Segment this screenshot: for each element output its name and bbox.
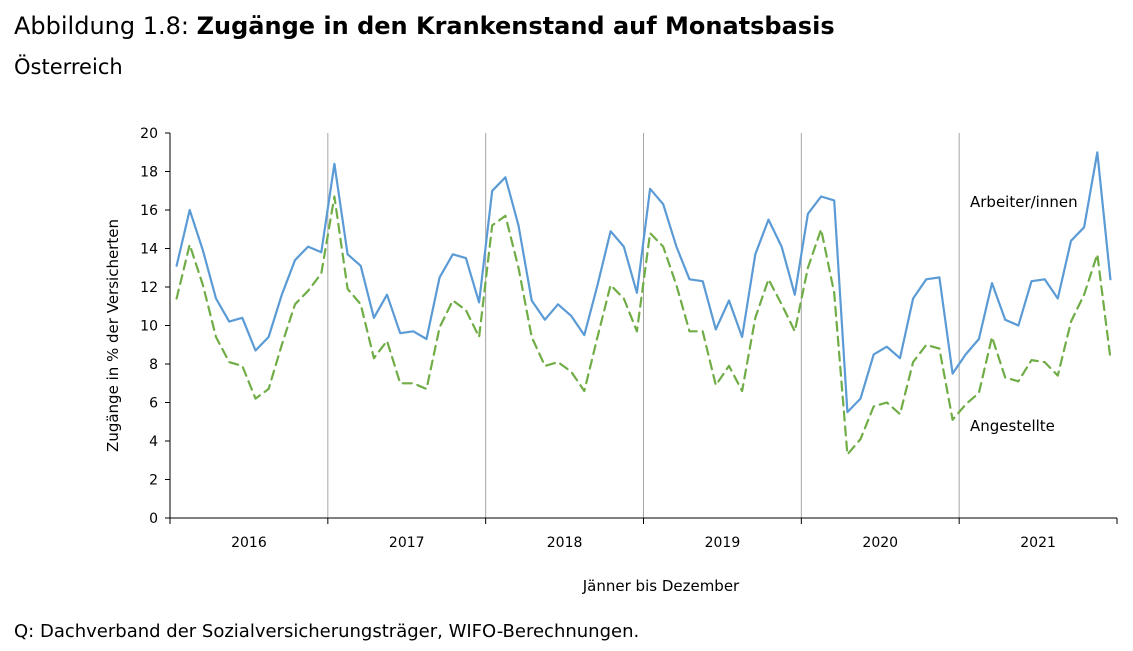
chart-title: Abbildung 1.8: Zugänge in den Krankensta… <box>14 12 835 40</box>
chart-subtitle: Österreich <box>14 55 123 79</box>
x-tick-label: 2021 <box>1020 535 1056 551</box>
x-tick-label: 2019 <box>705 535 741 551</box>
x-axis-title: Jänner bis Dezember <box>582 577 740 595</box>
y-tick-label: 0 <box>149 511 158 527</box>
y-tick-label: 12 <box>140 280 158 296</box>
y-tick-label: 18 <box>140 165 158 181</box>
x-tick-label: 2020 <box>862 535 898 551</box>
y-tick-label: 6 <box>149 396 158 412</box>
x-tick-label: 2018 <box>547 535 583 551</box>
series-line-angestellte <box>175 195 1112 456</box>
y-tick-label: 8 <box>149 357 158 373</box>
y-tick-label: 20 <box>140 126 158 142</box>
x-tick-label: 2017 <box>389 535 425 551</box>
y-tick-label: 10 <box>140 319 158 335</box>
series-lines <box>175 151 1112 456</box>
year-separators <box>327 133 960 518</box>
series-line-arbeiter <box>175 151 1112 414</box>
axes <box>165 132 1118 524</box>
y-tick-label: 4 <box>149 434 158 450</box>
series-annotation-angestellte: Angestellte <box>970 417 1055 435</box>
y-tick-label: 14 <box>140 242 158 258</box>
y-tick-label: 2 <box>149 473 158 489</box>
y-tick-label: 16 <box>140 203 158 219</box>
figure-number: Abbildung 1.8: <box>14 12 189 40</box>
figure-title: Zugänge in den Krankenstand auf Monatsba… <box>196 12 835 40</box>
series-annotation-arbeiter: Arbeiter/innen <box>970 193 1078 211</box>
x-tick-label: 2016 <box>231 535 267 551</box>
source-note: Q: Dachverband der Sozialversicherungstr… <box>14 621 640 642</box>
y-axis-title: Zugänge in % der Versicherten <box>104 219 122 452</box>
axis-labels: 0 2 4 6 8 10 12 14 16 18 20 2016 2017 2018 2019 2020 202… <box>104 126 1078 595</box>
